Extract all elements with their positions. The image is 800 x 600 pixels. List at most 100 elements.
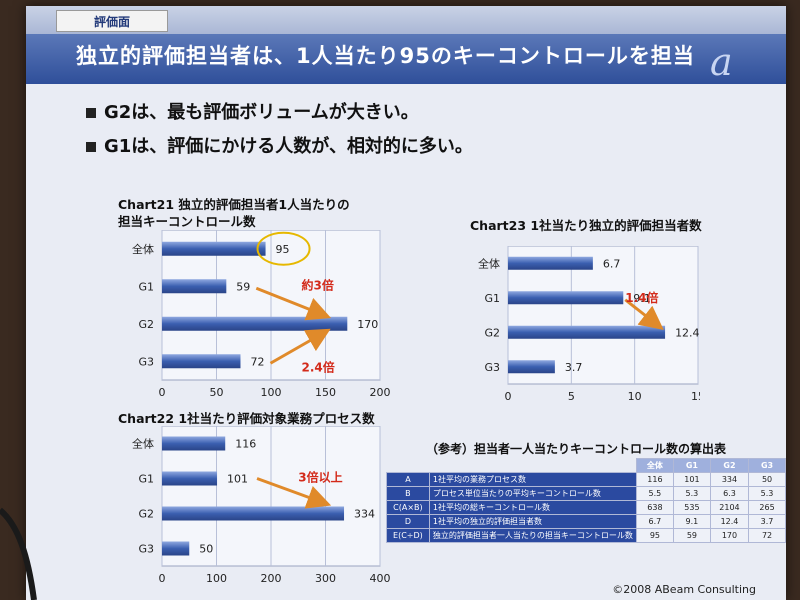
row-key: D xyxy=(386,514,430,529)
category-label: 全体 xyxy=(478,256,500,270)
tick-label: 150 xyxy=(315,386,336,399)
row-key: E(C÷D) xyxy=(386,528,430,543)
bar xyxy=(162,241,266,256)
table-row: C(A×B) 1社平均の総キーコントロール数 638 535 2104 265 xyxy=(386,500,786,515)
chart21: 0 50 100 150 200 全体 95 G1 59 G2 170 G3 72 約3倍 2.4倍 xyxy=(132,230,391,399)
tick-label: 400 xyxy=(370,572,391,585)
table-cell: 59 xyxy=(672,528,711,543)
category-label: G3 xyxy=(138,355,154,368)
bullet-2-text: G1は、評価にかける人数が、相対的に多い。 xyxy=(104,136,473,157)
table-cell: 535 xyxy=(672,500,711,515)
reference-table-title: （参考）担当者一人当たりキーコントロール数の算出表 xyxy=(426,442,727,456)
abeam-logo-icon: a xyxy=(710,40,733,84)
header-blank xyxy=(387,459,430,473)
row-label: 1社平均の総キーコントロール数 xyxy=(428,500,637,515)
chart21-title-line2: 担当キーコントロール数 xyxy=(118,214,256,229)
category-label: G3 xyxy=(484,361,500,374)
table-cell: 5.5 xyxy=(635,486,674,501)
annotation-label: 3倍以上 xyxy=(298,470,342,485)
category-label: G3 xyxy=(138,543,154,556)
table-row: B プロセス単位当たりの平均キーコントロール数 5.5 5.3 6.3 5.3 xyxy=(386,486,786,501)
bar xyxy=(508,325,666,339)
laser-pointer-cable xyxy=(0,507,37,600)
arrow xyxy=(269,328,331,365)
table-cell: 638 xyxy=(635,500,674,515)
annotation-label: 約3倍 xyxy=(302,277,334,292)
category-label: G2 xyxy=(138,508,154,521)
tick-label: 100 xyxy=(206,572,227,585)
section-tag: 評価面 xyxy=(56,10,168,32)
row-key: B xyxy=(386,486,430,501)
table-row: D 1社平均の独立的評価担当者数 6.7 9.1 12.4 3.7 xyxy=(386,514,786,529)
table-cell: 5.3 xyxy=(748,486,786,501)
tick-label: 0 xyxy=(159,572,166,585)
table-cell: 95 xyxy=(635,528,674,543)
bullet-1-text: G2は、最も評価ボリュームが大きい。 xyxy=(104,102,419,123)
column-header: 全体 xyxy=(635,458,674,473)
bar xyxy=(162,436,226,451)
tick-label: 5 xyxy=(568,390,575,403)
chart23: 0 5 10 15 全体 6.7 G1 9.1 G2 12.4 G3 3.7 1.4倍 xyxy=(478,246,700,403)
chart21-title-line1: Chart21 独立的評価担当者1人当たりの xyxy=(118,197,350,212)
row-label: 1社平均の独立的評価担当者数 xyxy=(428,514,637,529)
chart21-title: Chart21 独立的評価担当者1人当たりの 担当キーコントロール数 xyxy=(118,196,350,230)
table-row: E(C÷D) 独立的評価担当者一人当たりの担当キーコントロール数 95 59 1… xyxy=(386,528,786,543)
category-label: G1 xyxy=(138,473,154,486)
data-label: 334 xyxy=(354,508,375,521)
table-cell: 50 xyxy=(748,472,786,487)
data-label: 101 xyxy=(227,473,248,486)
tick-label: 0 xyxy=(159,386,166,399)
category-label: 全体 xyxy=(132,242,154,256)
bullet-2: G1は、評価にかける人数が、相対的に多い。 xyxy=(86,132,473,158)
chart23-title: Chart23 1社当たり独立的評価担当者数 xyxy=(470,217,702,234)
row-label: プロセス単位当たりの平均キーコントロール数 xyxy=(428,486,637,501)
chart22-title: Chart22 1社当たり評価対象業務プロセス数 xyxy=(118,410,375,427)
table-cell: 170 xyxy=(709,528,750,543)
chart23-title-line1: Chart23 1社当たり独立的評価担当者数 xyxy=(470,218,702,233)
arrow xyxy=(256,477,332,509)
table-cell: 12.4 xyxy=(709,514,750,529)
table-cell: 265 xyxy=(748,500,786,515)
presentation-slide: 評価面 独立的評価担当者は、1人当たり95のキーコントロールを担当 a G2は、… xyxy=(26,6,786,600)
data-label: 12.4 xyxy=(675,326,700,339)
data-label: 3.7 xyxy=(565,361,583,374)
column-header: G3 xyxy=(748,458,786,473)
annotation-label: 2.4倍 xyxy=(302,359,335,374)
data-label: 9.1 xyxy=(633,292,651,305)
title-band xyxy=(26,34,786,84)
table-row: A 1社平均の業務プロセス数 116 101 334 50 xyxy=(386,472,786,487)
reference-table-header: 全体 G1 G2 G3 xyxy=(387,458,786,473)
column-header: G2 xyxy=(709,458,750,473)
chart22: 0 100 200 300 400 全体 116 G1 101 G2 334 G3 50 3倍以上 xyxy=(132,426,391,585)
reference-table: 全体 G1 G2 G3 A 1社平均の業務プロセス数 116 101 334 5… xyxy=(386,458,786,543)
table-cell: 116 xyxy=(635,472,674,487)
bullet-square-icon xyxy=(86,108,96,118)
bar xyxy=(508,256,593,270)
column-header: G1 xyxy=(672,458,711,473)
table-cell: 2104 xyxy=(709,500,750,515)
chart22-title-line1: Chart22 1社当たり評価対象業務プロセス数 xyxy=(118,411,375,426)
table-cell: 3.7 xyxy=(748,514,786,529)
bar xyxy=(508,360,555,374)
category-label: G1 xyxy=(138,280,154,293)
arrow xyxy=(624,298,664,330)
row-label: 独立的評価担当者一人当たりの担当キーコントロール数 xyxy=(428,528,637,543)
tick-label: 300 xyxy=(315,572,336,585)
category-label: G1 xyxy=(484,292,500,305)
data-label: 95 xyxy=(276,243,290,256)
table-cell: 6.3 xyxy=(709,486,750,501)
data-label: 50 xyxy=(199,543,213,556)
table-cell: 334 xyxy=(709,472,750,487)
data-label: 6.7 xyxy=(603,257,621,270)
bar xyxy=(162,541,190,556)
slide-title: 独立的評価担当者は、1人当たり95のキーコントロールを担当 xyxy=(76,44,695,68)
tick-label: 15 xyxy=(691,390,700,403)
bar xyxy=(162,354,241,369)
tick-label: 50 xyxy=(210,386,224,399)
tick-label: 200 xyxy=(261,572,282,585)
row-key: C(A×B) xyxy=(386,500,430,515)
bar xyxy=(162,506,345,521)
tick-label: 0 xyxy=(505,390,512,403)
data-label: 170 xyxy=(357,318,378,331)
table-cell: 72 xyxy=(748,528,786,543)
